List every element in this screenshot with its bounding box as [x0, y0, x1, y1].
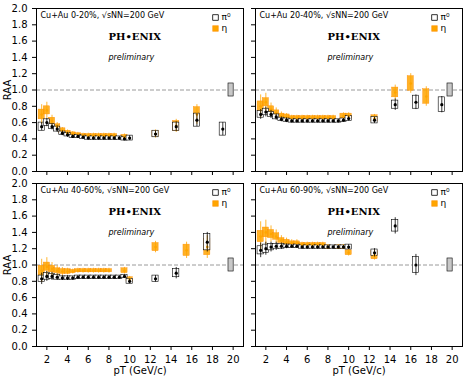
svg-text:16: 16	[404, 354, 417, 365]
svg-text:10: 10	[123, 354, 136, 365]
svg-text:η: η	[441, 198, 447, 208]
svg-text:20: 20	[446, 354, 459, 365]
svg-text:Cu+Au 0-20%, √sNN=200 GeV: Cu+Au 0-20%, √sNN=200 GeV	[41, 11, 165, 20]
svg-text:4: 4	[283, 354, 289, 365]
svg-text:Cu+Au 40-60%, √sNN=200 GeV: Cu+Au 40-60%, √sNN=200 GeV	[41, 186, 170, 195]
svg-text:preliminary: preliminary	[327, 228, 374, 237]
svg-text:0.2: 0.2	[12, 324, 28, 335]
svg-text:0.2: 0.2	[12, 149, 28, 160]
svg-text:preliminary: preliminary	[108, 53, 155, 62]
svg-text:π⁰: π⁰	[222, 187, 231, 197]
svg-text:1.0: 1.0	[12, 84, 28, 95]
svg-text:1.8: 1.8	[12, 19, 28, 30]
svg-text:preliminary: preliminary	[327, 53, 374, 62]
svg-text:1.6: 1.6	[12, 35, 28, 46]
svg-text:20: 20	[227, 354, 240, 365]
svg-text:6: 6	[85, 354, 91, 365]
svg-text:pT (GeV/c): pT (GeV/c)	[332, 365, 385, 376]
svg-text:η: η	[222, 23, 228, 33]
svg-text:14: 14	[384, 354, 397, 365]
svg-text:0.0: 0.0	[12, 166, 28, 177]
svg-text:10: 10	[342, 354, 355, 365]
svg-text:1.4: 1.4	[12, 227, 28, 238]
svg-text:0.8: 0.8	[12, 101, 28, 112]
svg-text:0.0: 0.0	[12, 341, 28, 352]
svg-text:0.6: 0.6	[12, 117, 28, 128]
svg-text:RAA: RAA	[2, 80, 13, 101]
svg-text:2: 2	[263, 354, 269, 365]
svg-text:PH•ENIX: PH•ENIX	[109, 31, 162, 42]
svg-text:2.0: 2.0	[12, 178, 28, 189]
svg-text:12: 12	[363, 354, 376, 365]
svg-text:16: 16	[185, 354, 198, 365]
svg-text:1.6: 1.6	[12, 210, 28, 221]
svg-text:Cu+Au 60-90%, √sNN=200 GeV: Cu+Au 60-90%, √sNN=200 GeV	[260, 186, 389, 195]
svg-text:1.8: 1.8	[12, 194, 28, 205]
svg-text:0.6: 0.6	[12, 292, 28, 303]
svg-text:8: 8	[106, 354, 112, 365]
svg-text:1.0: 1.0	[12, 259, 28, 270]
svg-text:preliminary: preliminary	[108, 228, 155, 237]
svg-text:1.2: 1.2	[12, 243, 28, 254]
svg-text:PH•ENIX: PH•ENIX	[328, 31, 381, 42]
svg-text:18: 18	[425, 354, 438, 365]
svg-text:PH•ENIX: PH•ENIX	[109, 206, 162, 217]
svg-text:18: 18	[206, 354, 219, 365]
svg-text:1.2: 1.2	[12, 68, 28, 79]
svg-text:8: 8	[325, 354, 331, 365]
svg-text:4: 4	[64, 354, 70, 365]
svg-text:12: 12	[144, 354, 157, 365]
svg-text:0.4: 0.4	[12, 133, 28, 144]
svg-text:0.4: 0.4	[12, 308, 28, 319]
svg-text:6: 6	[304, 354, 310, 365]
svg-text:η: η	[222, 198, 228, 208]
svg-text:2: 2	[44, 354, 50, 365]
svg-text:1.4: 1.4	[12, 52, 28, 63]
svg-text:14: 14	[165, 354, 178, 365]
svg-text:π⁰: π⁰	[441, 187, 450, 197]
svg-text:0.8: 0.8	[12, 276, 28, 287]
svg-text:RAA: RAA	[2, 255, 13, 276]
svg-text:π⁰: π⁰	[222, 12, 231, 22]
svg-text:Cu+Au 20-40%, √sNN=200 GeV: Cu+Au 20-40%, √sNN=200 GeV	[260, 11, 389, 20]
svg-text:π⁰: π⁰	[441, 12, 450, 22]
svg-text:pT (GeV/c): pT (GeV/c)	[113, 365, 166, 376]
svg-text:η: η	[441, 23, 447, 33]
svg-text:PH•ENIX: PH•ENIX	[328, 206, 381, 217]
svg-text:2.0: 2.0	[12, 3, 28, 14]
